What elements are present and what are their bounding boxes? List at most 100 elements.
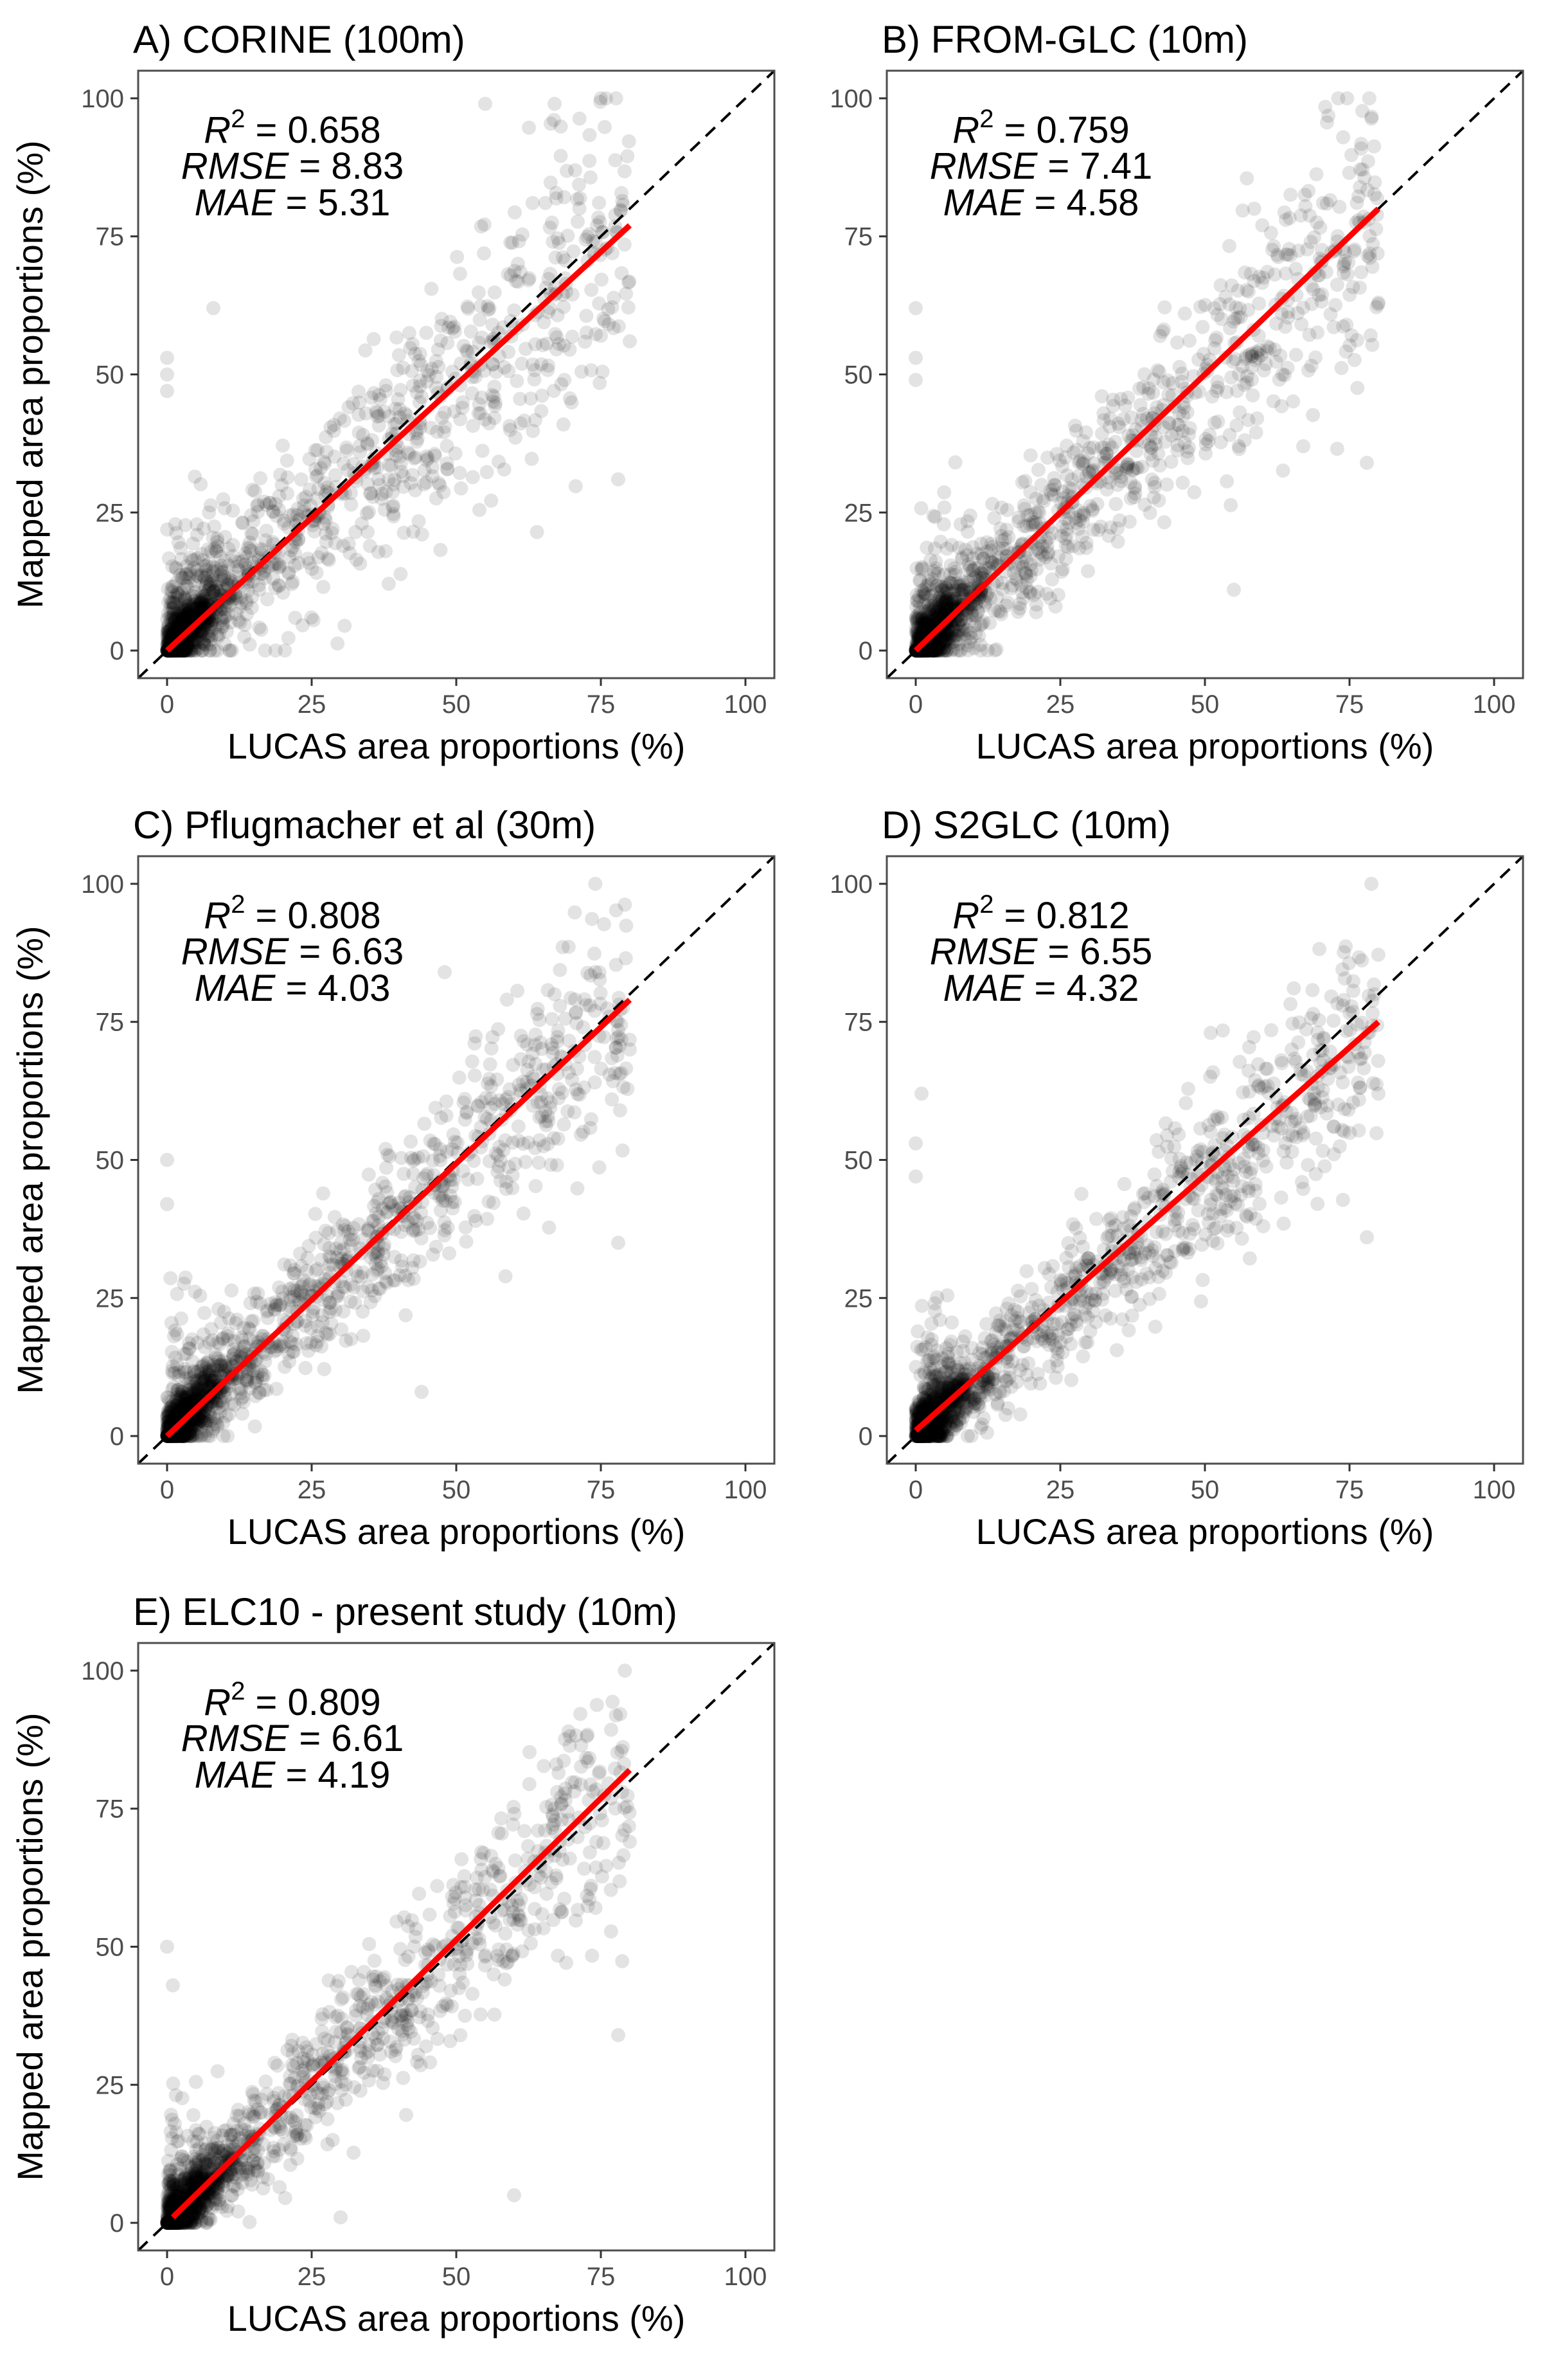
data-point [1306, 408, 1321, 422]
data-point [204, 623, 218, 638]
data-point [179, 602, 194, 617]
data-point [1277, 205, 1292, 220]
data-point [425, 1153, 440, 1168]
data-point [174, 618, 188, 633]
data-point [921, 612, 935, 627]
data-point [1237, 433, 1252, 447]
data-point [1161, 415, 1176, 430]
data-point [192, 641, 206, 655]
data-point [447, 1194, 462, 1209]
data-point [492, 1140, 507, 1154]
data-point [1350, 381, 1365, 395]
data-point [473, 406, 488, 421]
data-point [177, 1429, 192, 1443]
data-point [1219, 384, 1234, 399]
data-point [477, 363, 492, 378]
data-point [181, 1426, 195, 1441]
data-point [272, 1339, 287, 1353]
data-point [1082, 465, 1096, 479]
data-point [1028, 515, 1043, 530]
data-point [173, 1392, 188, 1406]
data-point [1029, 597, 1044, 612]
data-point [349, 552, 364, 567]
data-point [937, 628, 952, 643]
data-point [235, 1344, 250, 1359]
data-point [960, 573, 975, 588]
data-point [952, 643, 967, 658]
data-point [323, 420, 338, 435]
data-point [607, 291, 621, 305]
data-point [386, 507, 401, 521]
data-point [180, 611, 195, 625]
plot-area [138, 856, 774, 1464]
data-point [1015, 585, 1029, 600]
data-point [945, 597, 960, 611]
data-point [1369, 300, 1384, 314]
data-point [967, 561, 982, 576]
data-point [937, 630, 951, 645]
data-point [1116, 412, 1131, 426]
y-tick-label: 100 [81, 85, 124, 113]
data-point [173, 1428, 188, 1443]
data-point [414, 527, 429, 542]
data-point [928, 1423, 943, 1437]
data-point [592, 375, 607, 390]
data-point [1362, 246, 1377, 261]
data-point [1326, 319, 1341, 334]
data-point [940, 1422, 955, 1437]
data-point [950, 643, 964, 658]
data-point [984, 537, 999, 552]
data-point [166, 1411, 181, 1426]
data-point [943, 558, 958, 573]
data-point [562, 342, 577, 357]
data-point [550, 1034, 564, 1049]
data-point [224, 1283, 239, 1298]
data-point [1353, 162, 1368, 177]
data-point [198, 584, 213, 598]
data-point [344, 1227, 358, 1242]
data-point [1365, 337, 1380, 352]
data-point [352, 408, 366, 422]
data-point [977, 564, 991, 579]
data-point [178, 604, 193, 618]
data-point [237, 629, 252, 644]
data-point [193, 1288, 208, 1303]
data-point [308, 1263, 323, 1278]
data-point [928, 607, 943, 622]
data-point [179, 640, 194, 654]
data-point [220, 1326, 235, 1341]
data-point [1023, 557, 1038, 571]
data-point [962, 614, 977, 629]
data-point [983, 553, 997, 568]
data-point [192, 597, 207, 612]
data-point [194, 643, 209, 658]
data-point [1238, 351, 1253, 366]
data-point [182, 570, 196, 585]
data-point [183, 609, 198, 624]
data-point [540, 363, 555, 377]
data-point [182, 1425, 197, 1440]
data-point [436, 1190, 450, 1205]
data-point [177, 598, 192, 613]
data-point [233, 1386, 248, 1401]
data-point [282, 550, 297, 565]
data-point [226, 537, 240, 552]
data-point [186, 1416, 200, 1431]
data-point [970, 546, 984, 561]
scatter-points [160, 91, 637, 658]
data-point [308, 1230, 323, 1245]
data-point [286, 507, 301, 522]
data-point [206, 560, 220, 574]
data-point [208, 1370, 222, 1385]
y-tick-label: 50 [844, 361, 873, 390]
data-point [181, 642, 195, 656]
data-point [1031, 463, 1046, 477]
data-point [959, 611, 974, 626]
data-point [434, 319, 449, 333]
data-point [396, 361, 411, 375]
data-point [179, 1386, 194, 1401]
data-point [605, 1073, 620, 1088]
data-point [1370, 191, 1384, 206]
data-point [925, 642, 940, 657]
data-point [973, 638, 988, 652]
